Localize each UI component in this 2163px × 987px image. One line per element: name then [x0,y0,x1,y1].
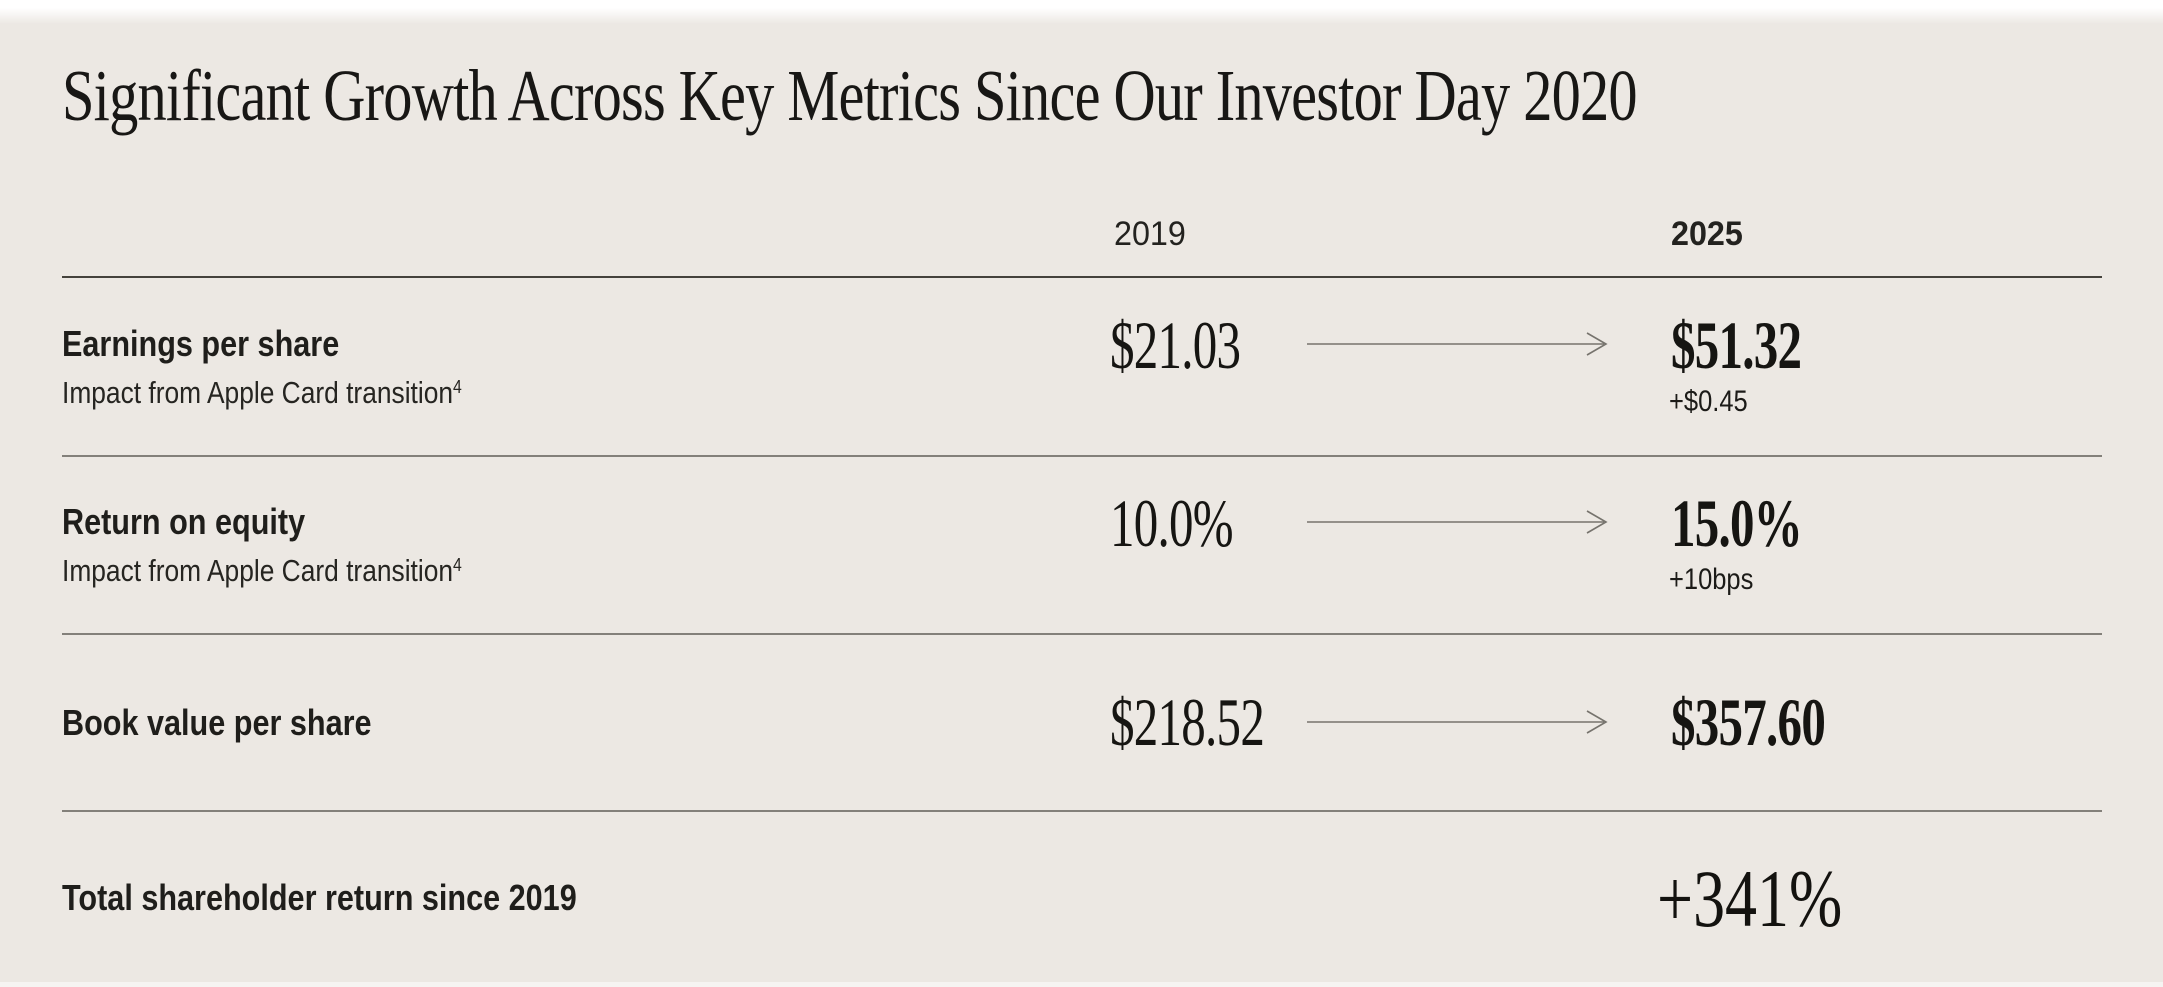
metric-label-roe: Return on equity [62,501,306,542]
value-2019-bvps: $218.52 [1110,684,1265,760]
header-divider [62,276,2102,278]
right-arrow-icon [1307,331,1608,357]
value-2019-roe: 10.0% [1110,485,1234,561]
metric-sublabel-text: Impact from Apple Card transition [62,553,454,588]
value-2025-roe: 15.0% [1671,485,1803,561]
row-divider [62,455,2102,457]
row-divider [62,810,2102,812]
value-2025-eps: $51.32 [1671,307,1802,383]
value-delta-roe: +10bps [1669,563,1754,596]
footnote-superscript: 4 [453,375,462,397]
value-2025-bvps: $357.60 [1671,684,1826,760]
right-arrow-icon [1307,709,1608,735]
page-title: Significant Growth Across Key Metrics Si… [62,55,1638,136]
bottom-edge-highlight [0,982,2163,987]
metric-sublabel-text: Impact from Apple Card transition [62,375,454,410]
footnote-superscript: 4 [453,553,462,575]
metric-label-eps: Earnings per share [62,323,340,364]
column-header-2025: 2025 [1671,215,1743,253]
metric-sublabel-roe: Impact from Apple Card transition4 [62,555,462,586]
metric-label-bvps: Book value per share [62,702,372,743]
value-delta-eps: +$0.45 [1669,385,1748,418]
value-2019-eps: $21.03 [1110,307,1241,383]
top-edge-highlight [0,0,2163,24]
metric-sublabel-eps: Impact from Apple Card transition4 [62,377,462,408]
summary-label: Total shareholder return since 2019 [62,877,577,918]
right-arrow-icon [1307,509,1608,535]
column-header-2019: 2019 [1114,215,1186,253]
summary-value: +341% [1657,853,1843,944]
row-divider [62,633,2102,635]
